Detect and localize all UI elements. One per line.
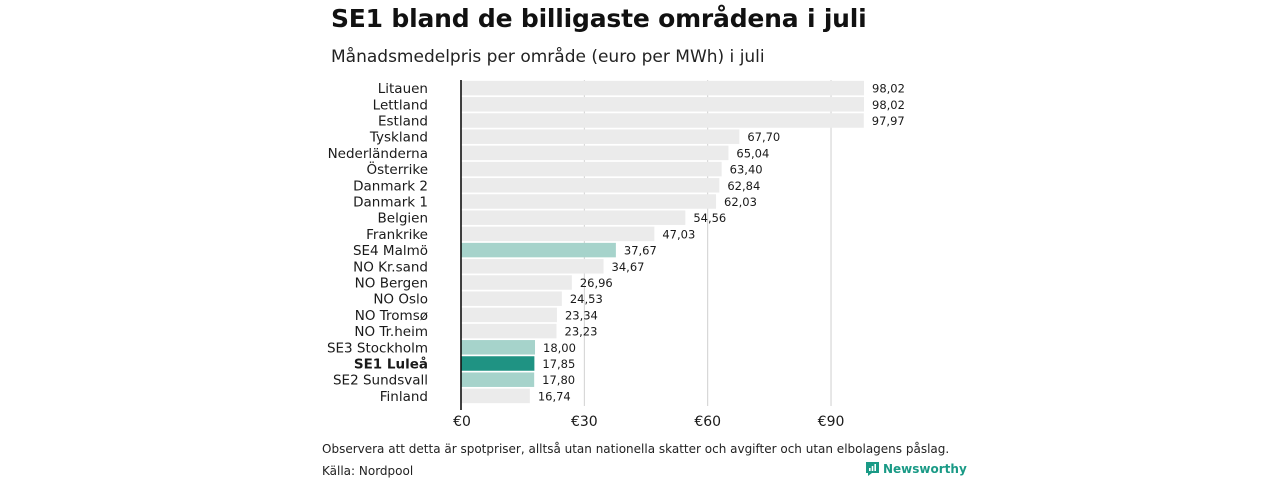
x-tick-label: €0 [453,414,471,430]
bar-chart: Litauen 98,02 Lettland 98,02 Estland 97,97 Tys… [327,80,905,430]
value-label: 26,96 [580,276,613,290]
value-label: 67,70 [747,130,780,144]
category-label: NO Bergen [355,276,428,292]
x-tick-label: €60 [694,414,721,430]
bar [461,307,557,323]
value-label: 34,67 [612,260,645,274]
chart-title: SE1 bland de billigaste områdena i juli [331,4,867,33]
category-label: NO Tr.heim [354,324,428,340]
x-tick-label: €30 [571,414,598,430]
bar [461,97,864,112]
value-label: 54,56 [693,211,726,225]
bar [461,226,655,242]
category-label: Österrike [366,160,428,178]
bar [461,291,562,306]
category-label: Litauen [378,81,428,97]
value-label: 16,74 [538,389,571,403]
category-label: Danmark 1 [353,195,428,211]
value-label: 62,84 [727,179,760,193]
bar [461,388,530,404]
value-label: 63,40 [730,163,763,177]
category-label: Finland [380,389,428,405]
newsworthy-logo-icon [866,462,879,476]
value-label: 98,02 [872,98,905,112]
bar [461,340,536,355]
category-label: NO Tromsø [355,308,428,324]
bar [461,161,722,177]
bar [461,129,740,144]
value-label: 98,02 [872,82,905,96]
source-note: Källa: Nordpool [322,464,414,478]
bar [461,275,572,290]
category-label: Nederländerna [328,146,428,162]
category-label: SE3 Stockholm [327,340,428,356]
bar [461,178,720,193]
footnote: Observera att detta är spotpriser, allts… [322,442,950,456]
category-label: Danmark 2 [353,178,428,194]
category-label: SE2 Sundsvall [333,373,428,389]
category-label: Estland [378,114,428,130]
value-label: 18,00 [543,341,576,355]
category-label: SE1 Luleå [354,356,428,373]
category-label: Tyskland [369,130,428,146]
chart-subtitle: Månadsmedelpris per område (euro per MWh… [331,47,765,67]
category-label: NO Oslo [373,292,428,308]
value-label: 97,97 [872,114,905,128]
bar [461,80,864,96]
bar [461,210,686,225]
bar [461,113,864,128]
bar [461,242,616,258]
category-label: NO Kr.sand [353,259,428,275]
bar [461,194,717,209]
brand-logo: Newsworthy [866,462,967,476]
value-label: 23,23 [565,325,598,339]
x-tick-label: €90 [818,414,845,430]
value-label: 23,34 [565,308,598,322]
category-label: Belgien [378,211,429,227]
bar [461,372,535,387]
bar [461,259,604,274]
category-label: Frankrike [366,227,428,243]
value-label: 24,53 [570,292,603,306]
bar [461,323,557,339]
value-label: 37,67 [624,244,657,258]
bar [461,145,729,161]
bar [461,356,535,371]
value-label: 17,80 [542,373,575,387]
value-label: 62,03 [724,195,757,209]
value-label: 65,04 [736,146,769,160]
category-label: SE4 Malmö [353,243,428,259]
value-label: 17,85 [542,357,575,371]
category-label: Lettland [373,97,428,113]
brand-name: Newsworthy [883,462,967,476]
value-label: 47,03 [662,227,695,241]
